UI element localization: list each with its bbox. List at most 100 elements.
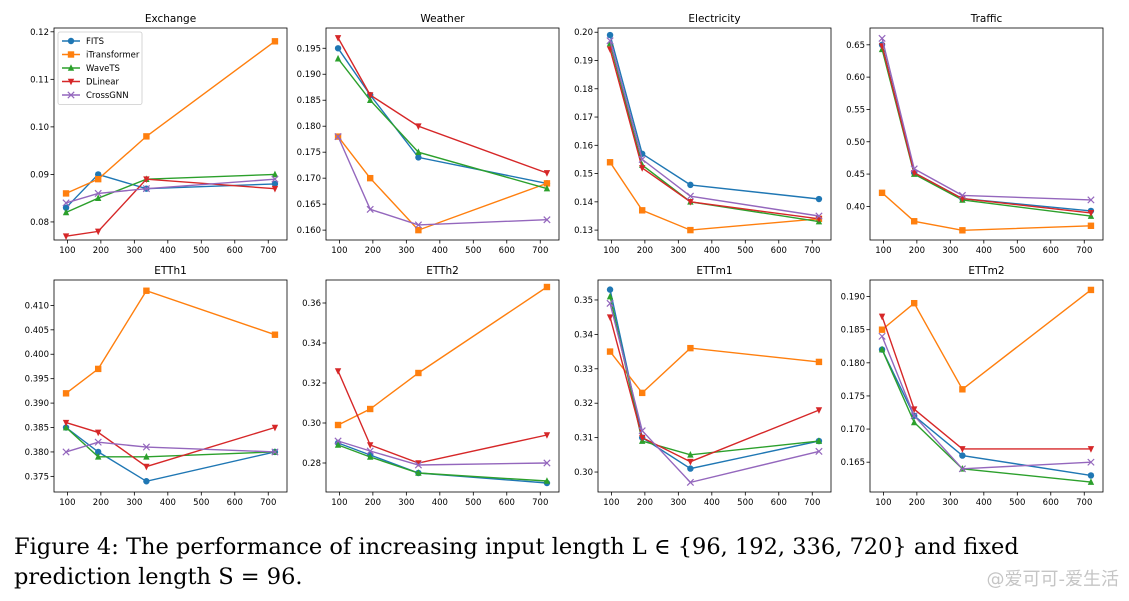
data-point-dlinear — [910, 406, 918, 413]
x-tick-label: 300 — [670, 498, 686, 508]
chart-title: Exchange — [145, 13, 196, 25]
x-tick-label: 500 — [465, 246, 481, 256]
data-point-crossgnn — [62, 199, 70, 207]
x-tick-label: 500 — [737, 498, 753, 508]
series-line-dlinear — [337, 37, 548, 174]
data-point-fits — [1087, 472, 1095, 479]
y-tick-label: 0.60 — [846, 73, 865, 83]
data-point-dlinear — [606, 314, 614, 321]
data-point-fits — [959, 452, 966, 459]
data-point-itransformer — [910, 299, 918, 307]
chart-panel-etth2: ETTh2 100 200 300 400 500 600 700 0.28 0.30 0.32 0.… — [302, 265, 560, 508]
plot-frame — [325, 279, 560, 493]
data-point-wavets — [687, 451, 694, 458]
data-point-itransformer — [334, 421, 342, 429]
y-tick-label: 0.20 — [574, 28, 593, 38]
chart-title: ETTm1 — [696, 265, 732, 277]
series-line-dlinear — [881, 316, 1091, 450]
x-tick-label: 700 — [804, 498, 820, 508]
series-line-itransformer — [609, 161, 819, 231]
y-tick-label: 0.180 — [297, 122, 321, 132]
x-tick-label: 600 — [499, 246, 515, 256]
y-tick-label: 0.33 — [574, 365, 593, 375]
figure-caption: Figure 4: The performance of increasing … — [14, 534, 1019, 590]
chart-title: Traffic — [970, 13, 1003, 25]
x-tick-label: 300 — [126, 498, 142, 508]
data-point-itransformer — [606, 348, 614, 355]
y-tick-label: 0.14 — [574, 198, 593, 208]
plot-frame — [869, 279, 1104, 493]
data-point-itransformer — [1087, 286, 1095, 294]
x-tick-label: 400 — [704, 246, 720, 256]
y-tick-label: 0.390 — [25, 399, 49, 409]
data-point-crossgnn — [606, 37, 614, 45]
y-tick-label: 0.165 — [841, 458, 865, 468]
x-tick-label: 700 — [532, 246, 548, 256]
data-point-wavets — [815, 437, 823, 444]
data-point-itransformer — [366, 174, 374, 182]
y-tick-label: 0.190 — [841, 293, 865, 303]
legend-marker-wavets — [67, 64, 75, 71]
data-point-wavets — [606, 292, 614, 300]
y-tick-label: 0.175 — [841, 392, 865, 402]
data-point-crossgnn — [815, 212, 823, 220]
data-point-crossgnn — [878, 332, 886, 340]
y-tick-label: 0.170 — [297, 174, 321, 184]
x-tick-label: 400 — [160, 498, 176, 508]
series-line-itransformer — [881, 289, 1092, 391]
legend-label-fits: FITS — [86, 37, 104, 47]
data-point-itransformer — [366, 405, 374, 413]
x-tick-label: 200 — [93, 246, 109, 256]
x-tick-label: 400 — [432, 498, 448, 508]
y-tick-label: 0.375 — [25, 472, 49, 482]
chart-title: ETTm2 — [968, 265, 1004, 277]
series-line-itransformer — [337, 136, 548, 231]
legend-label-itransformer: iTransformer — [86, 51, 140, 61]
x-tick-label: 200 — [637, 246, 653, 256]
series-line-wavets — [65, 426, 275, 458]
data-point-dlinear — [687, 199, 694, 206]
data-point-dlinear — [1087, 446, 1095, 453]
data-point-dlinear — [271, 424, 279, 432]
data-point-crossgnn — [543, 459, 551, 467]
x-tick-label: 500 — [465, 498, 481, 508]
data-point-fits — [815, 195, 823, 203]
x-tick-label: 700 — [804, 246, 820, 256]
x-tick-label: 100 — [603, 246, 619, 256]
data-point-fits — [606, 31, 614, 39]
x-tick-label: 400 — [976, 246, 992, 256]
chart-panel-ettm2: ETTm2 100 200 300 400 500 600 700 0.165 0.170 0.17… — [841, 265, 1104, 508]
x-tick-label: 100 — [331, 246, 347, 256]
series-line-fits — [337, 442, 547, 484]
data-point-crossgnn — [142, 185, 151, 193]
x-tick-label: 100 — [603, 498, 619, 508]
series-line-fits — [609, 34, 819, 200]
data-point-itransformer — [94, 175, 102, 183]
y-tick-label: 0.36 — [302, 299, 321, 309]
x-tick-label: 300 — [942, 246, 958, 256]
x-tick-label: 500 — [193, 498, 209, 508]
data-point-crossgnn — [686, 478, 695, 486]
data-point-crossgnn — [334, 437, 342, 445]
data-point-crossgnn — [910, 412, 918, 420]
data-point-itransformer — [638, 389, 646, 397]
y-tick-label: 0.30 — [574, 468, 593, 478]
data-point-fits — [94, 448, 102, 456]
data-point-dlinear — [878, 313, 886, 321]
data-point-crossgnn — [62, 448, 70, 456]
data-point-itransformer — [543, 283, 551, 291]
data-point-crossgnn — [414, 221, 423, 229]
data-point-wavets — [62, 208, 70, 216]
x-tick-label: 500 — [1009, 498, 1025, 508]
data-point-crossgnn — [958, 191, 967, 200]
data-point-crossgnn — [815, 447, 823, 456]
data-point-crossgnn — [271, 175, 279, 183]
series-line-crossgnn — [609, 40, 820, 217]
plot-frame — [325, 27, 560, 241]
legend-marker-itransformer — [67, 51, 75, 58]
y-tick-label: 0.09 — [30, 170, 49, 180]
data-point-dlinear — [143, 176, 150, 183]
data-point-itransformer — [959, 227, 966, 234]
y-tick-label: 0.40 — [846, 202, 865, 212]
data-point-wavets — [94, 194, 102, 201]
